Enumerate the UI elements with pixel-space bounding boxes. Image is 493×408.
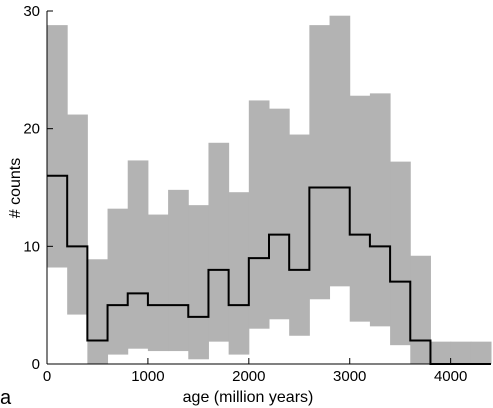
band-bin-15 — [349, 95, 371, 322]
x-axis-title: age (million years) — [183, 389, 314, 406]
band-bin-13 — [309, 25, 331, 300]
band-bin-6 — [168, 189, 189, 352]
y-axis-title: # counts — [7, 158, 24, 218]
band-bin-11 — [269, 108, 290, 320]
uncertainty-band — [47, 15, 492, 364]
band-bin-1 — [67, 114, 88, 315]
x-ticks: 0 1000 2000 3000 4000 — [43, 358, 467, 385]
band-bin-0 — [47, 25, 68, 268]
band-bin-2 — [87, 259, 109, 364]
band-bin-5 — [147, 214, 169, 352]
band-bin-9 — [228, 192, 250, 355]
y-tick-label-3: 30 — [23, 3, 40, 20]
band-bin-16 — [369, 93, 391, 327]
x-tick-label-4: 4000 — [434, 368, 467, 385]
band-bin-19 — [430, 341, 452, 364]
x-tick-label-0: 0 — [43, 368, 51, 385]
panel-label: a — [0, 387, 12, 408]
count-step-line — [47, 174, 491, 365]
band-bin-7 — [188, 205, 209, 360]
y-tick-label-1: 10 — [23, 238, 40, 255]
x-tick-label-2: 2000 — [232, 368, 265, 385]
band-bin-3 — [107, 208, 129, 355]
count-series — [47, 174, 491, 365]
band-bin-18 — [410, 255, 431, 364]
band-bin-17 — [390, 161, 411, 346]
band-bin-20 — [450, 341, 472, 364]
y-ticks: 0 10 20 30 — [23, 3, 53, 373]
band-bin-10 — [248, 100, 270, 329]
band-bin-12 — [289, 134, 310, 336]
axes — [46, 11, 491, 365]
x-tick-label-1: 1000 — [131, 368, 164, 385]
band-bin-14 — [329, 15, 351, 287]
y-tick-label-0: 0 — [32, 356, 40, 373]
band-bin-21 — [470, 341, 492, 364]
y-tick-label-2: 20 — [23, 121, 40, 138]
x-tick-label-3: 3000 — [333, 368, 366, 385]
band-bin-8 — [208, 142, 230, 342]
band-bin-4 — [127, 160, 149, 349]
